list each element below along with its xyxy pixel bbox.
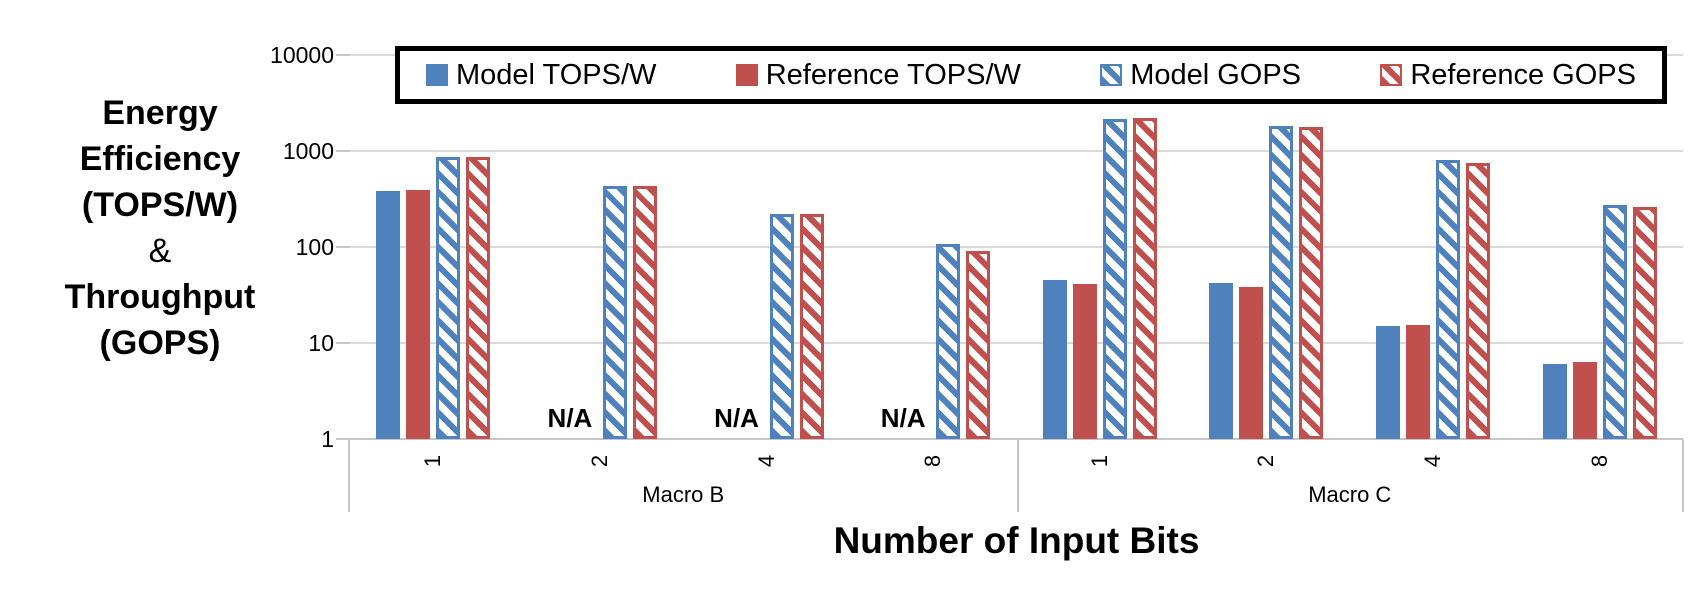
x-tick-label-macro-b-4bit: 4	[753, 454, 779, 468]
bar-reference-gops-macro-b-4bit	[799, 213, 824, 439]
y-tick-label-100: 100	[295, 234, 334, 260]
x-tick-label-macro-c-1bit: 1	[1086, 454, 1112, 468]
bar-model-tops-w-macro-b-1bit	[376, 191, 401, 439]
y-tick-mark-10000	[336, 54, 350, 56]
bar-model-gops-macro-b-1bit	[436, 157, 461, 439]
bar-model-gops-macro-c-8bit	[1602, 204, 1627, 439]
legend-label-reference-tops-w: Reference TOPS/W	[765, 58, 1021, 91]
legend-label-reference-gops: Reference GOPS	[1410, 58, 1636, 91]
bar-reference-tops-w-macro-c-8bit	[1572, 362, 1597, 439]
y-axis-title-line: Energy	[102, 94, 218, 132]
x-tick-label-macro-b-1bit: 1	[420, 454, 446, 468]
legend-swatch-model-gops	[1100, 64, 1123, 86]
x-group-label-macro-b: Macro B	[642, 482, 725, 507]
bar-model-tops-w-macro-c-1bit	[1042, 280, 1067, 439]
y-tick-mark-100	[336, 246, 350, 248]
y-tick-label-10: 10	[308, 330, 334, 356]
bar-model-tops-w-macro-c-4bit	[1376, 326, 1401, 439]
bar-model-tops-w-macro-c-8bit	[1542, 364, 1567, 439]
legend-item-reference-tops-w: Reference TOPS/W	[735, 58, 1021, 92]
x-tick-label-macro-c-8bit: 8	[1586, 454, 1612, 468]
x-group-label-macro-c: Macro C	[1308, 482, 1392, 507]
y-tick-mark-1	[336, 438, 350, 440]
bar-reference-gops-macro-b-8bit	[966, 251, 991, 439]
x-tick-label-macro-c-4bit: 4	[1420, 454, 1446, 468]
bar-reference-tops-w-macro-c-4bit	[1406, 324, 1431, 439]
legend-label-model-tops-w: Model TOPS/W	[456, 58, 657, 91]
y-axis-title-line: Throughput	[64, 278, 256, 316]
legend-swatch-model-tops-w	[426, 64, 448, 86]
category-divider	[348, 439, 350, 512]
category-divider	[1016, 439, 1019, 512]
bar-reference-tops-w-macro-c-1bit	[1072, 284, 1097, 439]
y-gridline-100	[350, 246, 1683, 248]
legend-swatch-reference-gops	[1380, 64, 1403, 86]
bar-model-gops-macro-c-1bit	[1102, 119, 1127, 439]
y-axis-title-line: (GOPS)	[99, 324, 221, 362]
bar-reference-gops-macro-c-4bit	[1466, 163, 1491, 439]
legend-label-model-gops: Model GOPS	[1130, 58, 1302, 91]
bar-model-tops-w-macro-c-2bit	[1209, 283, 1234, 439]
legend-item-model-gops: Model GOPS	[1100, 59, 1301, 92]
y-axis-title-line: &	[148, 232, 172, 270]
x-axis-title: Number of Input Bits	[833, 520, 1200, 561]
y-axis-title-line: Efficiency	[79, 140, 241, 178]
y-tick-mark-1000	[336, 150, 350, 152]
y-gridline-1000	[350, 150, 1683, 152]
bar-reference-gops-macro-c-2bit	[1299, 126, 1324, 439]
y-tick-label-1000: 1000	[282, 138, 334, 164]
y-tick-label-10000: 10000	[270, 42, 334, 68]
y-tick-label-1: 1	[321, 426, 334, 452]
legend-swatch-reference-tops-w	[735, 64, 758, 86]
x-tick-label-macro-b-2bit: 2	[586, 454, 612, 468]
category-divider	[1682, 439, 1684, 512]
bar-reference-tops-w-macro-c-2bit	[1239, 287, 1264, 439]
na-label-macro-b-2bit: N/A	[547, 403, 593, 433]
bar-model-gops-macro-b-2bit	[602, 185, 627, 439]
bar-model-gops-macro-c-4bit	[1436, 159, 1461, 439]
na-label-macro-b-8bit: N/A	[880, 403, 926, 433]
bar-reference-gops-macro-c-8bit	[1632, 207, 1657, 439]
bar-reference-gops-macro-c-1bit	[1132, 117, 1157, 439]
legend: Model TOPS/W Reference TOPS/W Model GOPS Re…	[395, 46, 1667, 104]
bar-reference-tops-w-macro-b-1bit	[406, 189, 431, 439]
bar-model-gops-macro-b-8bit	[936, 243, 961, 439]
y-axis-title-line: (TOPS/W)	[81, 186, 239, 224]
legend-item-reference-gops: Reference GOPS	[1380, 59, 1636, 92]
bar-model-gops-macro-c-2bit	[1269, 126, 1294, 439]
legend-item-model-tops-w: Model TOPS/W	[426, 59, 656, 92]
bar-model-gops-macro-b-4bit	[769, 214, 794, 439]
y-tick-mark-10	[336, 342, 350, 344]
x-tick-label-macro-c-2bit: 2	[1253, 454, 1279, 468]
na-label-macro-b-4bit: N/A	[714, 403, 759, 433]
y-gridline-10	[350, 342, 1683, 344]
bar-reference-gops-macro-b-2bit	[632, 185, 657, 439]
x-tick-label-macro-b-8bit: 8	[920, 454, 946, 468]
y-axis-title: Energy Efficiency (TOPS/W) & Throughput (GOPS…	[10, 90, 310, 366]
bar-reference-gops-macro-b-1bit	[466, 157, 491, 439]
